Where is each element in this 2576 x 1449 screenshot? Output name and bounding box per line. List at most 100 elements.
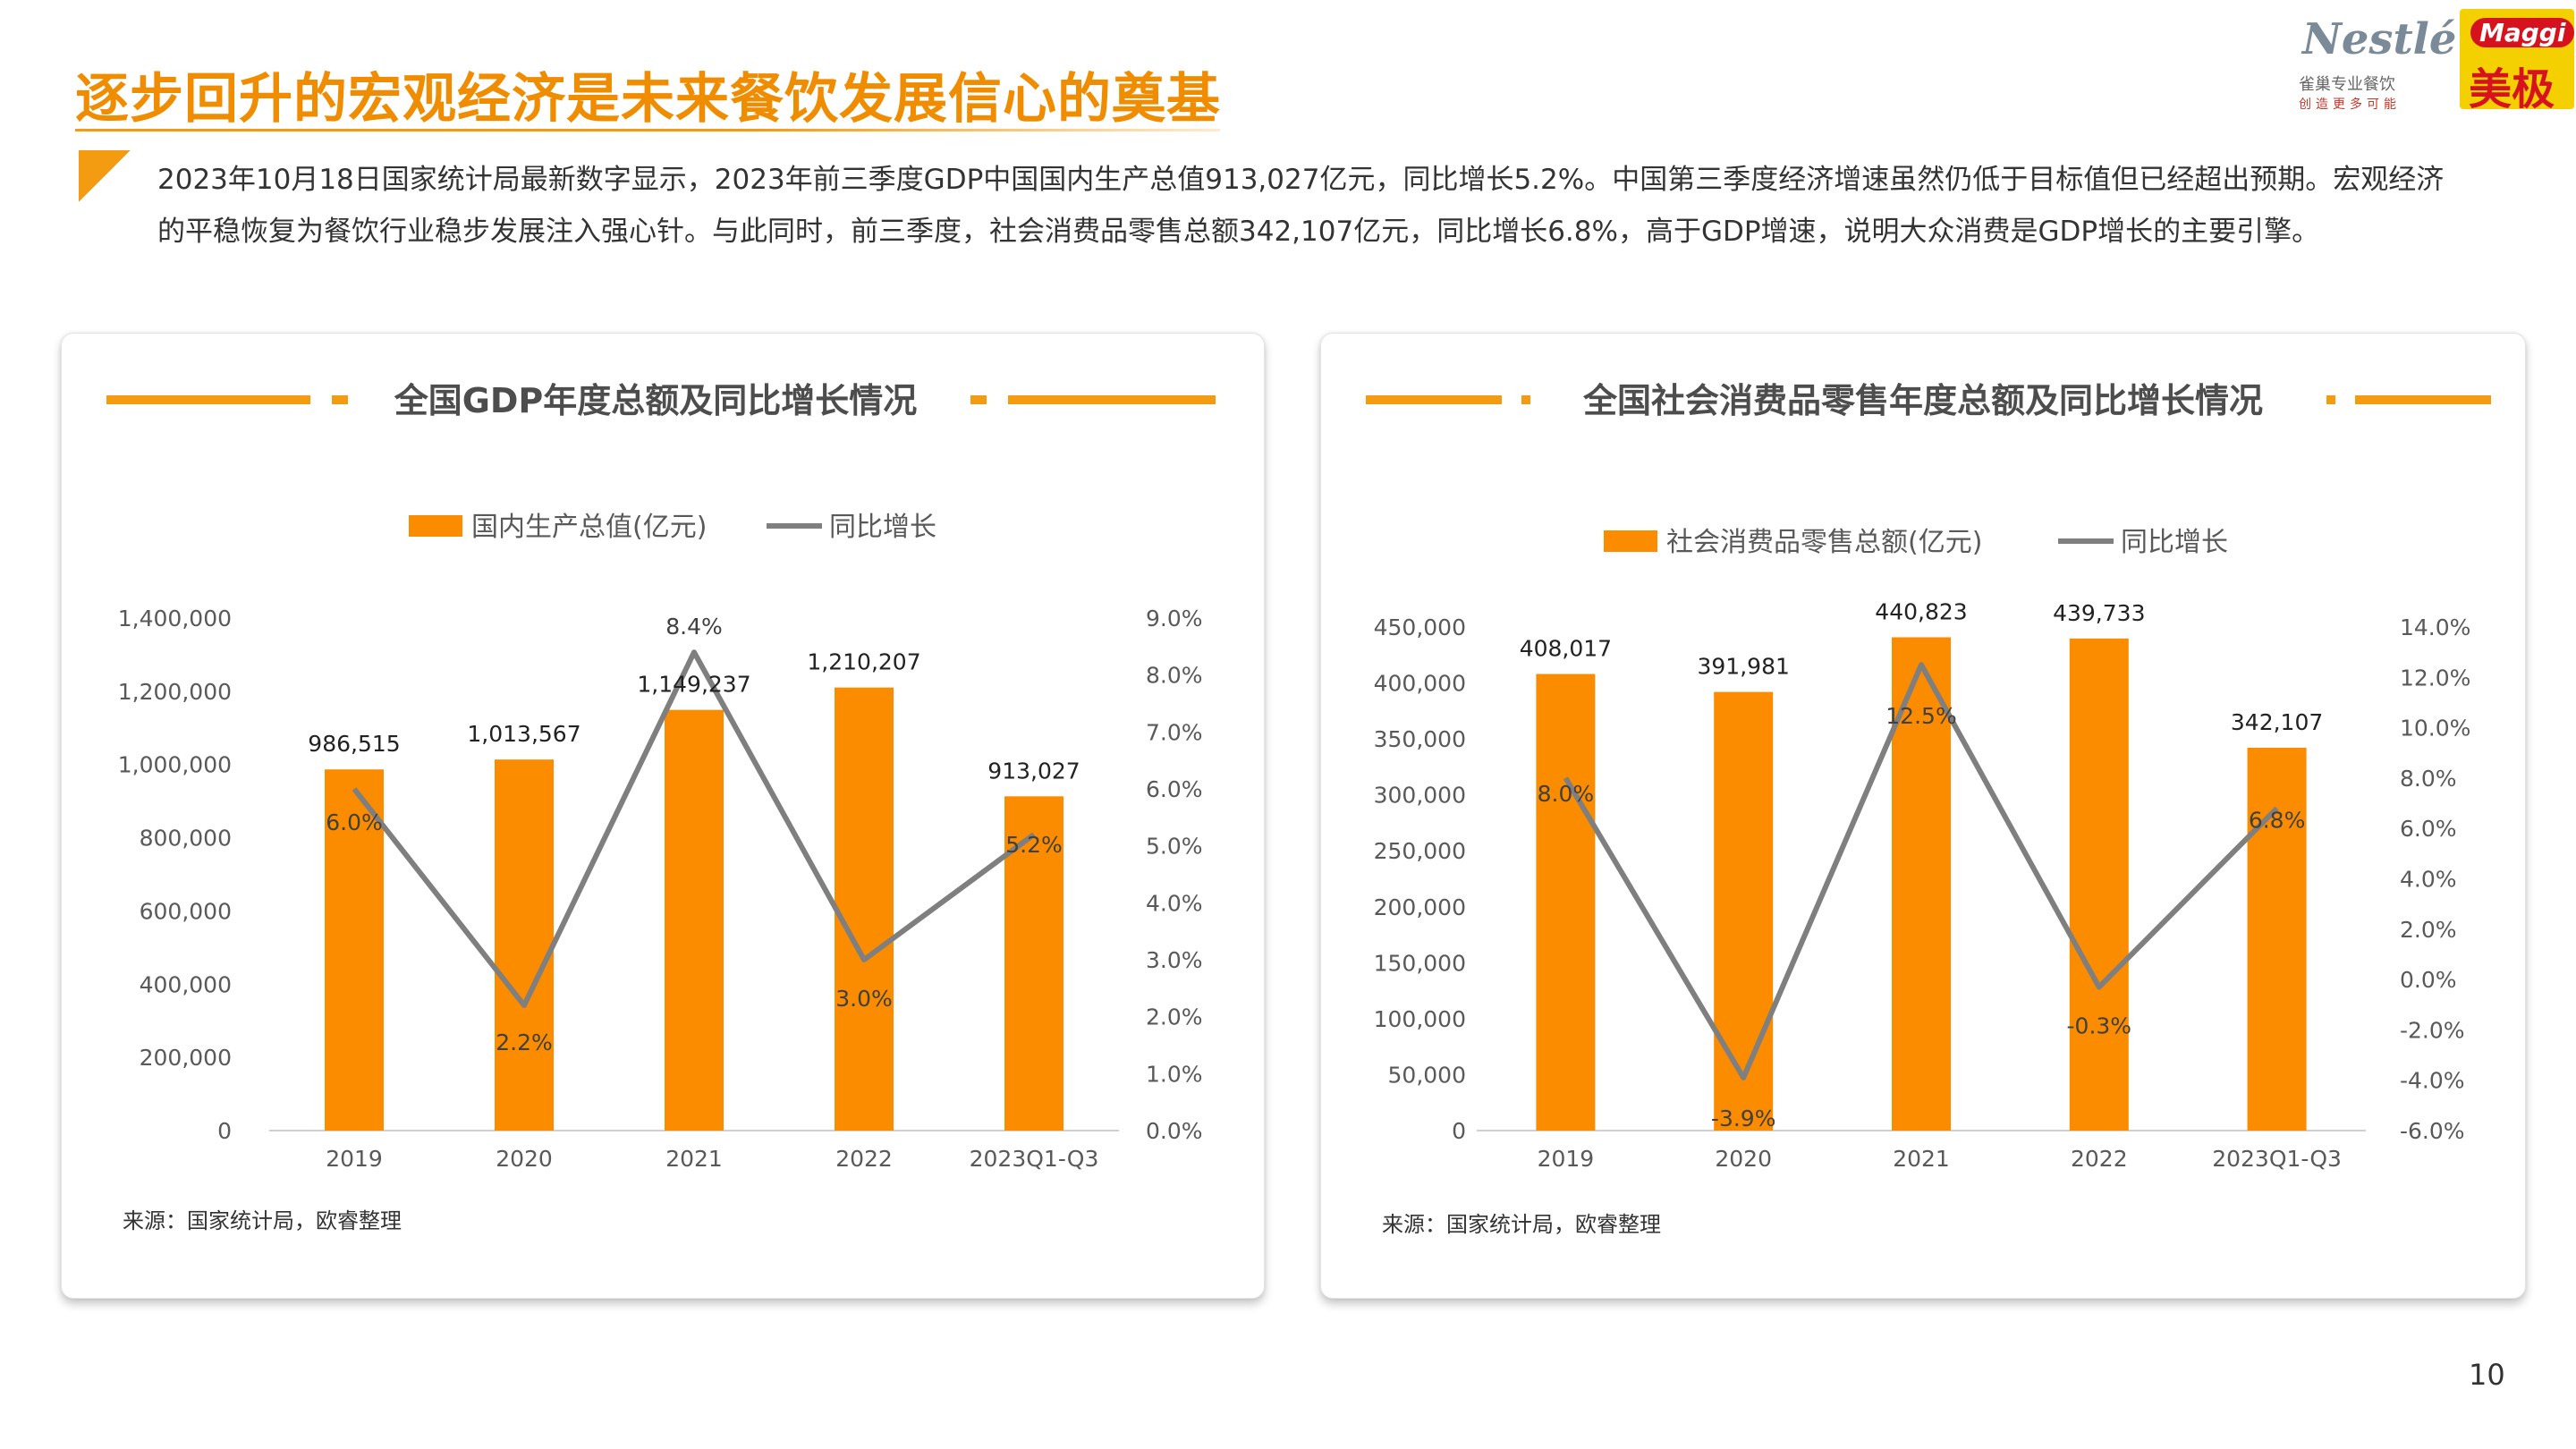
left-tick-label: 600,000 xyxy=(140,898,232,924)
x-tick-label: 2022 xyxy=(835,1146,893,1172)
legend-line-label: 同比增长 xyxy=(2121,527,2228,558)
right-tick-label: 8.0% xyxy=(1146,663,1203,689)
right-tick-label: -6.0% xyxy=(2400,1118,2465,1144)
bar-value-label: 342,107 xyxy=(2231,709,2323,735)
legend-line-label: 同比增长 xyxy=(829,512,936,543)
left-tick-label: 200,000 xyxy=(1374,894,1466,920)
growth-line xyxy=(1563,662,2279,1080)
nestle-sub: 雀巢专业餐饮 xyxy=(2299,75,2395,94)
bar-value-label: 986,515 xyxy=(308,731,400,757)
bar-value-label: 440,823 xyxy=(1875,598,1967,624)
maggi-logo: Maggi 美极 xyxy=(2460,9,2575,114)
line-value-label: 3.0% xyxy=(835,986,893,1012)
right-tick-label: 6.0% xyxy=(2400,816,2457,842)
x-tick-label: 2020 xyxy=(496,1146,553,1172)
bar xyxy=(1714,691,1774,1131)
right-tick-label: 0.0% xyxy=(2400,967,2457,993)
maggi-chinese: 美极 xyxy=(2469,64,2555,114)
nestle-logo: Nestlé 雀巢专业餐饮 创造更多可能 xyxy=(2286,11,2456,112)
page-number: 10 xyxy=(2469,1358,2505,1392)
legend-bar-label: 国内生产总值(亿元) xyxy=(471,512,707,543)
bar-value-label: 1,013,567 xyxy=(467,721,580,747)
bar xyxy=(1892,637,1951,1131)
right-tick-label: 4.0% xyxy=(1146,890,1203,916)
x-tick-label: 2022 xyxy=(2071,1146,2128,1172)
right-tick-label: 1.0% xyxy=(1146,1061,1203,1087)
legend-bar-swatch xyxy=(1604,530,1657,552)
right-tick-label: 4.0% xyxy=(2400,867,2457,893)
bar xyxy=(325,769,384,1131)
x-tick-label: 2023Q1-Q3 xyxy=(2212,1146,2342,1172)
bar-value-label: 408,017 xyxy=(1520,636,1612,662)
nestle-brand: Nestlé xyxy=(2302,14,2457,64)
right-tick-label: -2.0% xyxy=(2400,1017,2465,1043)
left-tick-label: 450,000 xyxy=(1374,614,1466,640)
source-note: 来源：国家统计局，欧睿整理 xyxy=(123,1208,402,1233)
bar-value-label: 391,981 xyxy=(1698,654,1790,680)
line-value-label: 6.0% xyxy=(326,809,383,835)
line-value-label: 8.0% xyxy=(1538,781,1595,807)
right-tick-label: 9.0% xyxy=(1146,606,1203,631)
legend-bar-swatch xyxy=(409,515,462,537)
right-tick-label: 2.0% xyxy=(1146,1004,1203,1030)
x-tick-label: 2021 xyxy=(1893,1146,1950,1172)
right-tick-label: 8.0% xyxy=(2400,766,2457,792)
right-tick-label: 6.0% xyxy=(1146,776,1203,802)
bar xyxy=(1536,674,1596,1131)
x-tick-label: 2019 xyxy=(1538,1146,1595,1172)
x-tick-label: 2023Q1-Q3 xyxy=(970,1146,1099,1172)
x-tick-label: 2019 xyxy=(326,1146,383,1172)
chart-title: 全国社会消费品零售年度总额及同比增长情况 xyxy=(1582,381,2263,420)
intro-paragraph: 2023年10月18日国家统计局最新数字显示，2023年前三季度GDP中国国内生… xyxy=(157,164,2445,248)
right-tick-label: 0.0% xyxy=(1146,1118,1203,1144)
bar-value-label: 913,027 xyxy=(987,758,1080,784)
left-tick-label: 150,000 xyxy=(1374,950,1466,976)
maggi-label: Maggi xyxy=(2470,18,2575,47)
title-underline xyxy=(75,129,1220,131)
x-tick-label: 2021 xyxy=(665,1146,723,1172)
bar xyxy=(2247,747,2307,1131)
right-tick-label: 7.0% xyxy=(1146,719,1203,745)
line-value-label: 5.2% xyxy=(1005,832,1063,858)
x-tick-label: 2020 xyxy=(1715,1146,1772,1172)
right-tick-label: 3.0% xyxy=(1146,947,1203,973)
left-tick-label: 0 xyxy=(1452,1118,1466,1144)
right-tick-label: 5.0% xyxy=(1146,834,1203,860)
right-tick-label: 12.0% xyxy=(2400,665,2470,691)
line-value-label: 12.5% xyxy=(1885,703,1956,729)
line-value-label: 8.4% xyxy=(665,614,723,640)
line-value-label: -0.3% xyxy=(2067,1013,2132,1039)
left-tick-label: 250,000 xyxy=(1374,838,1466,864)
slide-title: 逐步回升的宏观经济是未来餐饮发展信心的奠基 xyxy=(75,68,1221,131)
bar xyxy=(665,709,724,1131)
bar-value-label: 1,210,207 xyxy=(807,649,920,675)
chart-title: 全国GDP年度总额及同比增长情况 xyxy=(394,381,918,420)
legend-bar-label: 社会消费品零售总额(亿元) xyxy=(1666,527,1982,558)
right-tick-label: -4.0% xyxy=(2400,1068,2465,1094)
left-tick-label: 50,000 xyxy=(1388,1062,1466,1088)
left-tick-label: 0 xyxy=(217,1118,232,1144)
left-tick-label: 200,000 xyxy=(140,1045,232,1071)
nestle-slogan: 创造更多可能 xyxy=(2299,97,2401,112)
bar xyxy=(2069,638,2129,1131)
left-tick-label: 350,000 xyxy=(1374,726,1466,752)
gdp-chart-panel: 全国GDP年度总额及同比增长情况国内生产总值(亿元) 同比增长 0 200,000 40… xyxy=(61,333,1265,1299)
line-value-label: -3.9% xyxy=(1711,1106,1776,1131)
left-tick-label: 400,000 xyxy=(1374,671,1466,697)
left-tick-label: 1,200,000 xyxy=(118,679,232,705)
line-value-label: 6.8% xyxy=(2249,808,2306,834)
left-tick-label: 400,000 xyxy=(140,971,232,997)
left-tick-label: 1,400,000 xyxy=(118,606,232,631)
right-tick-label: 2.0% xyxy=(2400,917,2457,943)
left-tick-label: 100,000 xyxy=(1374,1006,1466,1032)
bar xyxy=(835,687,894,1131)
bar xyxy=(495,759,554,1131)
right-tick-label: 10.0% xyxy=(2400,716,2470,741)
right-tick-label: 14.0% xyxy=(2400,614,2470,640)
source-note: 来源：国家统计局，欧睿整理 xyxy=(1382,1212,1661,1237)
line-value-label: 2.2% xyxy=(496,1030,553,1055)
left-tick-label: 300,000 xyxy=(1374,783,1466,809)
bar-value-label: 439,733 xyxy=(2053,600,2145,626)
